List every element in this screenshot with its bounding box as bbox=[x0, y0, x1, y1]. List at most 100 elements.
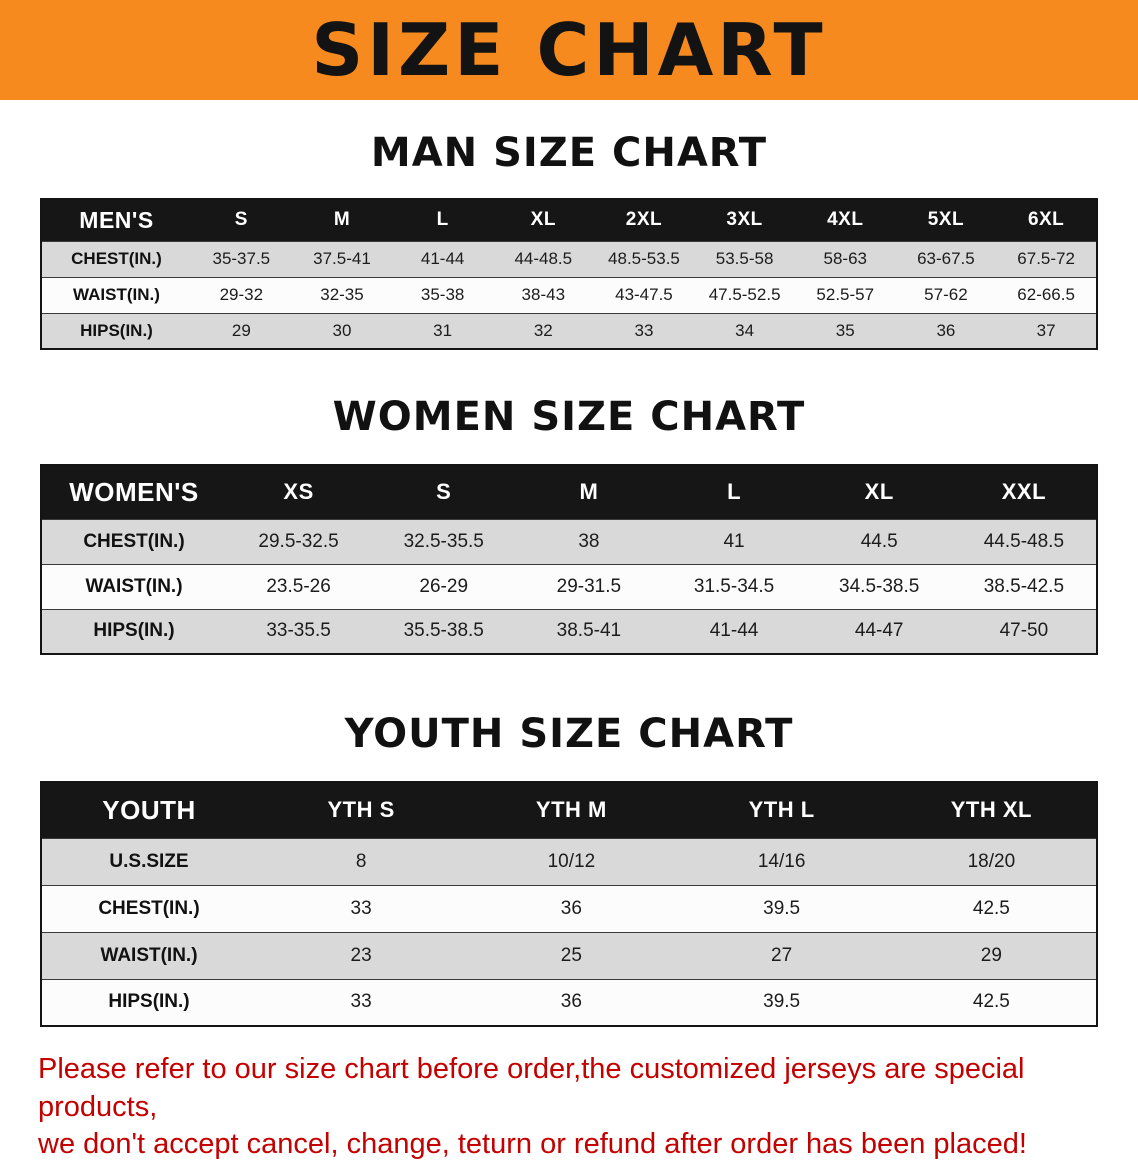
size-value: 47-50 bbox=[999, 620, 1049, 642]
size-value: 33 bbox=[634, 320, 654, 340]
size-header-row: YOUTH YTH S YTH M YTH L YTH XL bbox=[41, 782, 1097, 838]
size-value: 31 bbox=[433, 320, 453, 340]
disclaimer-line-1: Please refer to our size chart before or… bbox=[38, 1053, 1025, 1123]
size-column-header: L bbox=[436, 209, 449, 231]
size-value: 29-31.5 bbox=[556, 575, 622, 597]
size-value: 41-44 bbox=[420, 249, 465, 268]
size-value: 31.5-34.5 bbox=[693, 575, 775, 597]
size-column-header: 5XL bbox=[927, 209, 965, 231]
size-value: 44-48.5 bbox=[514, 249, 573, 268]
table-row: CHEST(IN.) 35-37.5 37.5-41 41-44 44-48.5 48.5… bbox=[41, 241, 1097, 277]
table-row: WAIST(IN.) 23.5-26 26-29 29-31.5 31.5-34.5 34… bbox=[41, 564, 1097, 609]
table-row: WAIST(IN.) 23 25 27 29 bbox=[41, 932, 1097, 979]
size-column-header: 2XL bbox=[625, 209, 663, 231]
size-value: 30 bbox=[332, 320, 352, 340]
table-row: CHEST(IN.) 33 36 39.5 42.5 bbox=[41, 885, 1097, 932]
size-value: 35-38 bbox=[420, 285, 465, 304]
size-column-header: XXL bbox=[1001, 479, 1047, 505]
size-value: 14/16 bbox=[757, 850, 806, 872]
size-chart-banner: SIZE CHART bbox=[0, 0, 1138, 100]
youth-section: YOUTH SIZE CHART YOUTH YTH S YTH M YTH L YTH… bbox=[0, 711, 1138, 1027]
size-value: 38 bbox=[578, 530, 600, 552]
size-value: 18/20 bbox=[967, 850, 1016, 872]
size-value: 37.5-41 bbox=[313, 249, 371, 268]
size-value: 8 bbox=[355, 850, 367, 872]
size-value: 39.5 bbox=[763, 897, 801, 919]
size-value: 42.5 bbox=[972, 991, 1010, 1013]
row-label: HIPS(IN.) bbox=[80, 320, 153, 340]
size-value: 35 bbox=[835, 320, 855, 340]
women-section: WOMEN SIZE CHART WOMEN'S XS S M L XL XXL CHEST(… bbox=[0, 394, 1138, 655]
row-label: U.S.SIZE bbox=[109, 850, 189, 872]
size-value: 63-67.5 bbox=[917, 249, 975, 268]
size-value: 39.5 bbox=[763, 991, 801, 1013]
size-value: 36 bbox=[936, 320, 956, 340]
size-column-header: 3XL bbox=[726, 209, 763, 231]
size-value: 41 bbox=[723, 530, 745, 552]
size-value: 25 bbox=[560, 944, 582, 966]
size-column-header: XS bbox=[283, 479, 314, 505]
size-value: 10/12 bbox=[547, 850, 596, 872]
men-section: MAN SIZE CHART MEN'S S M L XL 2XL 3XL 4XL 5XL 6XL… bbox=[0, 130, 1138, 350]
women-section-heading: WOMEN SIZE CHART bbox=[332, 394, 806, 440]
size-value: 29.5-32.5 bbox=[258, 530, 339, 552]
size-value: 57-62 bbox=[924, 285, 968, 304]
size-value: 44.5 bbox=[860, 530, 898, 552]
size-value: 47.5-52.5 bbox=[708, 285, 781, 304]
size-column-header: 6XL bbox=[1027, 209, 1065, 231]
size-header-row: WOMEN'S XS S M L XL XXL bbox=[41, 465, 1097, 519]
disclaimer: Please refer to our size chart before or… bbox=[38, 1051, 1100, 1164]
size-value: 35-37.5 bbox=[212, 249, 271, 268]
youth-section-heading: YOUTH SIZE CHART bbox=[344, 711, 794, 757]
size-value: 43-47.5 bbox=[615, 285, 673, 304]
size-column-header: YTH L bbox=[748, 797, 815, 823]
size-column-header: XL bbox=[530, 209, 556, 231]
size-value: 42.5 bbox=[972, 897, 1010, 919]
size-value: 23 bbox=[350, 944, 372, 966]
table-row: U.S.SIZE 8 10/12 14/16 18/20 bbox=[41, 838, 1097, 885]
size-column-header: M bbox=[579, 479, 599, 505]
size-column-header: YTH M bbox=[535, 797, 607, 823]
men-section-heading: MAN SIZE CHART bbox=[370, 130, 768, 176]
size-column-header: S bbox=[234, 209, 248, 231]
row-label: CHEST(IN.) bbox=[83, 530, 185, 552]
size-value: 44-47 bbox=[854, 620, 904, 642]
table-corner-label: YOUTH bbox=[102, 794, 196, 825]
size-value: 38.5-41 bbox=[556, 620, 622, 642]
size-value: 44.5-48.5 bbox=[983, 530, 1065, 552]
size-column-header: YTH S bbox=[327, 797, 395, 823]
size-value: 23.5-26 bbox=[266, 575, 331, 597]
size-value: 29-32 bbox=[219, 285, 264, 304]
size-value: 29 bbox=[231, 320, 251, 340]
size-header-row: MEN'S S M L XL 2XL 3XL 4XL 5XL 6XL bbox=[41, 199, 1097, 241]
table-corner-label: WOMEN'S bbox=[69, 476, 199, 507]
table-row: CHEST(IN.) 29.5-32.5 32.5-35.5 38 41 44.5 44.5… bbox=[41, 519, 1097, 564]
table-row: HIPS(IN.) 33-35.5 35.5-38.5 38.5-41 41-44 44-… bbox=[41, 609, 1097, 654]
size-value: 36 bbox=[560, 991, 582, 1013]
size-value: 33 bbox=[350, 897, 372, 919]
size-value: 34.5-38.5 bbox=[839, 575, 920, 597]
row-label: CHEST(IN.) bbox=[71, 249, 162, 268]
size-value: 32.5-35.5 bbox=[403, 530, 484, 552]
row-label: WAIST(IN.) bbox=[73, 285, 160, 304]
size-value: 62-66.5 bbox=[1017, 285, 1075, 304]
row-label: CHEST(IN.) bbox=[98, 897, 200, 919]
table-corner-label: MEN'S bbox=[79, 206, 154, 233]
size-value: 27 bbox=[771, 944, 793, 966]
size-column-header: 4XL bbox=[827, 209, 864, 231]
youth-size-table: YOUTH YTH S YTH M YTH L YTH XL U.S.SIZE 8 10/12… bbox=[40, 781, 1098, 1027]
disclaimer-line-2: we don't accept cancel, change, teturn o… bbox=[38, 1128, 1027, 1161]
size-value: 52.5-57 bbox=[816, 285, 875, 304]
table-row: HIPS(IN.) 33 36 39.5 42.5 bbox=[41, 979, 1097, 1026]
men-size-table: MEN'S S M L XL 2XL 3XL 4XL 5XL 6XL CHEST(IN.) 35-37… bbox=[40, 198, 1098, 350]
size-value: 33 bbox=[350, 991, 372, 1013]
size-value: 37 bbox=[1036, 320, 1056, 340]
size-column-header: YTH XL bbox=[950, 797, 1032, 823]
size-value: 32 bbox=[533, 320, 553, 340]
row-label: HIPS(IN.) bbox=[108, 991, 190, 1013]
size-value: 58-63 bbox=[823, 249, 867, 268]
size-value: 33-35.5 bbox=[266, 620, 331, 642]
size-column-header: S bbox=[436, 479, 452, 505]
size-value: 41-44 bbox=[709, 620, 759, 642]
row-label: WAIST(IN.) bbox=[100, 944, 198, 966]
